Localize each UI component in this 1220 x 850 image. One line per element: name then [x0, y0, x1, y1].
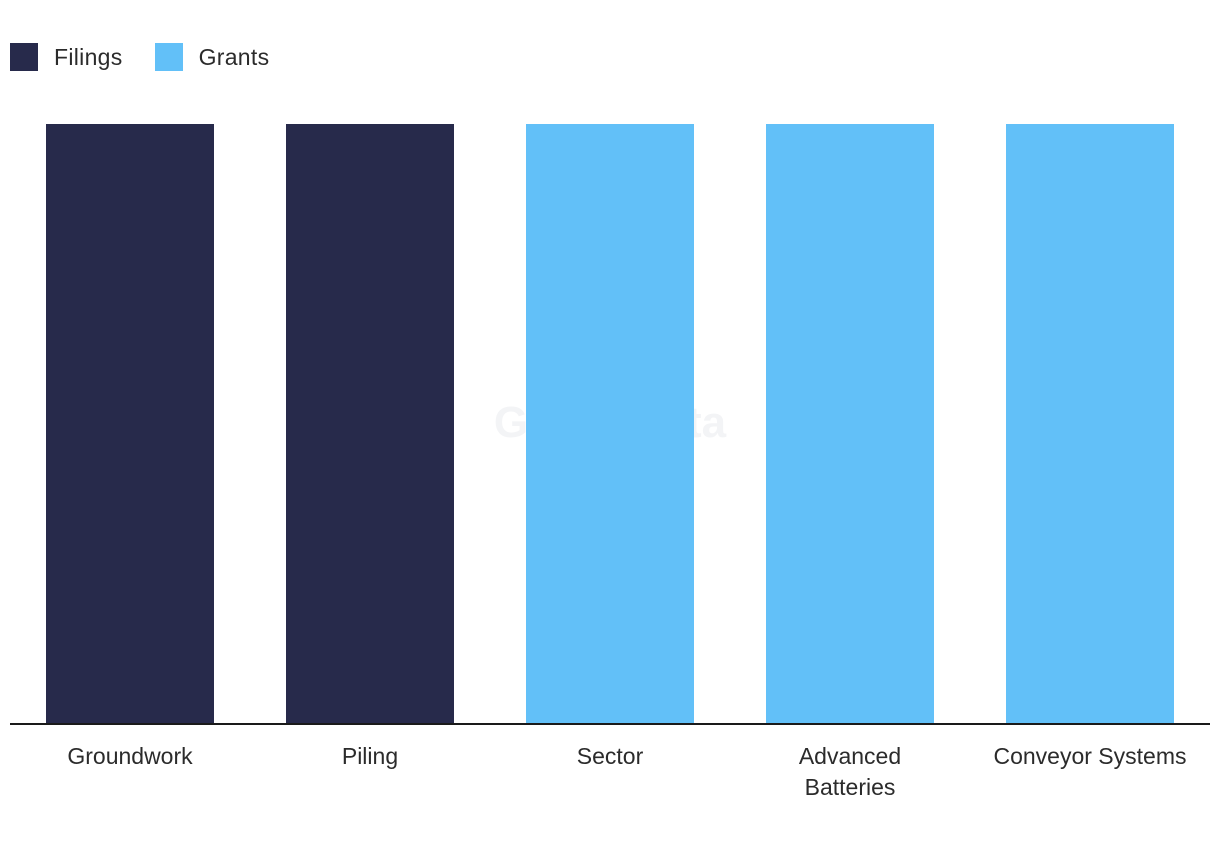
- x-tick-labels: Groundwork Piling Sector Advanced Batteries C…: [67, 743, 1186, 800]
- legend-item-filings[interactable]: Filings: [10, 43, 123, 71]
- x-tick-label-conveyor-systems: Conveyor Systems: [993, 743, 1186, 769]
- x-tick-label-advanced-batteries: Advanced Batteries: [799, 743, 901, 800]
- bar-sector[interactable]: [526, 124, 694, 724]
- bars-group: [46, 124, 1174, 724]
- bar-advanced-batteries[interactable]: [766, 124, 934, 724]
- legend-item-grants[interactable]: Grants: [154, 43, 270, 71]
- legend-label-grants: Grants: [198, 43, 270, 70]
- x-tick-label-sector: Sector: [577, 743, 644, 769]
- bar-groundwork[interactable]: [46, 124, 214, 724]
- legend-swatch-filings: [10, 43, 38, 71]
- x-tick-label-groundwork: Groundwork: [67, 743, 193, 769]
- legend-swatch-grants: [154, 43, 183, 71]
- bar-conveyor-systems[interactable]: [1006, 124, 1174, 724]
- x-tick-label-piling: Piling: [342, 743, 398, 769]
- legend-label-filings: Filings: [54, 43, 123, 70]
- chart-legend: Filings Grants: [10, 43, 269, 71]
- bar-piling[interactable]: [286, 124, 454, 724]
